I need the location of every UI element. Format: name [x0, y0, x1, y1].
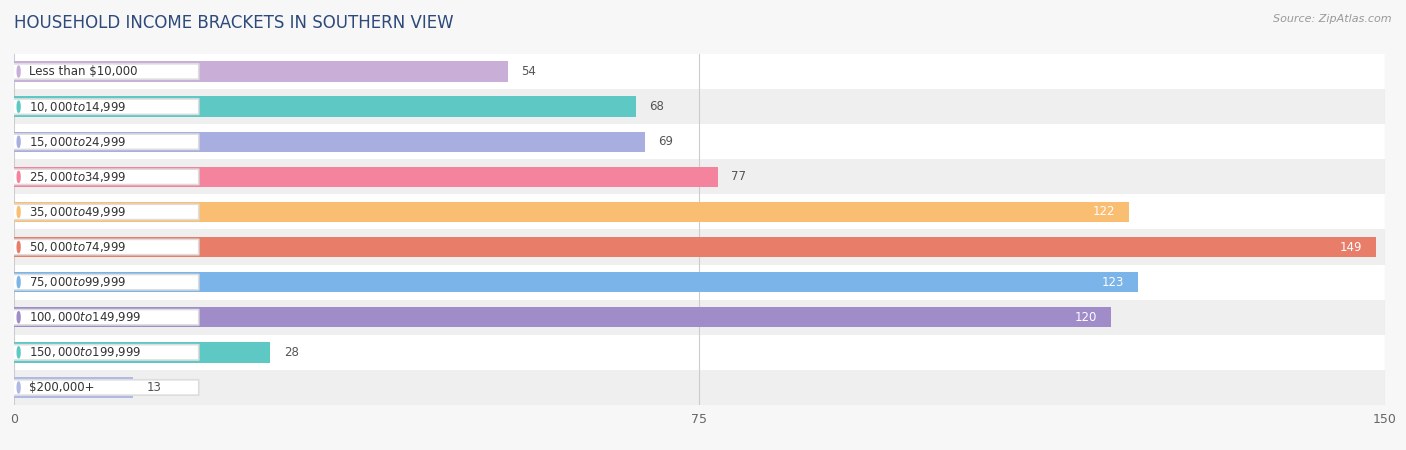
FancyBboxPatch shape [11, 310, 198, 325]
Text: Less than $10,000: Less than $10,000 [28, 65, 138, 78]
FancyBboxPatch shape [11, 274, 198, 290]
Bar [14, 272, 1139, 292]
Text: $75,000 to $99,999: $75,000 to $99,999 [28, 275, 127, 289]
Text: $25,000 to $34,999: $25,000 to $34,999 [28, 170, 127, 184]
Bar [14, 194, 1385, 230]
Text: 69: 69 [658, 135, 673, 148]
Text: $50,000 to $74,999: $50,000 to $74,999 [28, 240, 127, 254]
Bar [14, 61, 508, 82]
Text: 120: 120 [1074, 311, 1097, 324]
Text: $15,000 to $24,999: $15,000 to $24,999 [28, 135, 127, 149]
Text: HOUSEHOLD INCOME BRACKETS IN SOUTHERN VIEW: HOUSEHOLD INCOME BRACKETS IN SOUTHERN VI… [14, 14, 454, 32]
Bar [14, 159, 1385, 194]
Circle shape [17, 207, 20, 217]
Bar [14, 54, 1385, 89]
Circle shape [17, 171, 20, 182]
FancyBboxPatch shape [11, 345, 198, 360]
FancyBboxPatch shape [11, 99, 198, 114]
FancyBboxPatch shape [11, 239, 198, 255]
Text: 77: 77 [731, 171, 747, 183]
Circle shape [17, 277, 20, 288]
Text: 28: 28 [284, 346, 298, 359]
Text: 68: 68 [650, 100, 664, 113]
Text: $150,000 to $199,999: $150,000 to $199,999 [28, 345, 141, 360]
Text: 122: 122 [1092, 206, 1115, 218]
Text: 149: 149 [1340, 241, 1362, 253]
Circle shape [17, 312, 20, 323]
Text: $200,000+: $200,000+ [28, 381, 94, 394]
Bar [14, 89, 1385, 124]
Text: Source: ZipAtlas.com: Source: ZipAtlas.com [1274, 14, 1392, 23]
Bar [14, 96, 636, 117]
Bar [14, 377, 134, 398]
Bar [14, 131, 645, 152]
Circle shape [17, 347, 20, 358]
Circle shape [17, 136, 20, 147]
Text: 54: 54 [522, 65, 536, 78]
FancyBboxPatch shape [11, 134, 198, 149]
FancyBboxPatch shape [11, 380, 198, 395]
Bar [14, 307, 1111, 328]
FancyBboxPatch shape [11, 64, 198, 79]
Text: $10,000 to $14,999: $10,000 to $14,999 [28, 99, 127, 114]
Text: $100,000 to $149,999: $100,000 to $149,999 [28, 310, 141, 324]
Bar [14, 342, 270, 363]
FancyBboxPatch shape [11, 169, 198, 184]
Text: 13: 13 [146, 381, 162, 394]
Bar [14, 230, 1385, 265]
Circle shape [17, 382, 20, 393]
Circle shape [17, 101, 20, 112]
Bar [14, 237, 1376, 257]
Bar [14, 166, 718, 187]
Circle shape [17, 242, 20, 252]
Bar [14, 202, 1129, 222]
Bar [14, 370, 1385, 405]
Text: 123: 123 [1102, 276, 1125, 288]
Circle shape [17, 66, 20, 77]
Text: $35,000 to $49,999: $35,000 to $49,999 [28, 205, 127, 219]
Bar [14, 265, 1385, 300]
Bar [14, 300, 1385, 335]
Bar [14, 335, 1385, 370]
FancyBboxPatch shape [11, 204, 198, 220]
Bar [14, 124, 1385, 159]
